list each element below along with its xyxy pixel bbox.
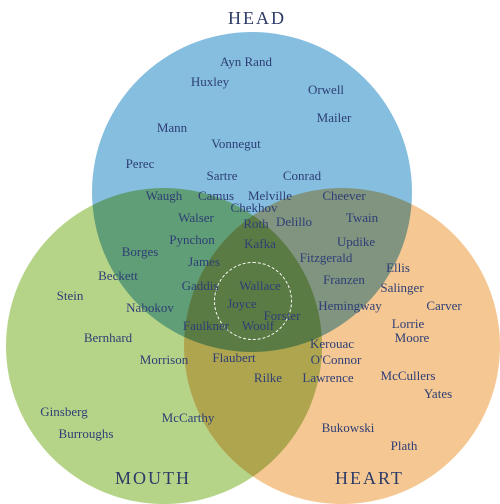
- author-label: O'Connor: [311, 352, 362, 368]
- author-label: Cheever: [322, 188, 365, 204]
- author-label: Sartre: [206, 168, 237, 184]
- author-label: Fitzgerald: [300, 250, 353, 266]
- author-label: Vonnegut: [211, 136, 261, 152]
- author-label: Bukowski: [322, 420, 375, 436]
- author-label: Huxley: [191, 74, 229, 90]
- author-label: James: [188, 254, 220, 270]
- author-label: Kerouac: [310, 336, 354, 352]
- author-label: Pynchon: [169, 232, 215, 248]
- author-label: Salinger: [380, 280, 423, 296]
- author-label: Plath: [391, 438, 418, 454]
- section-label-head: HEAD: [228, 8, 286, 29]
- author-label: Camus: [198, 188, 234, 204]
- author-label: McCullers: [381, 368, 436, 384]
- author-label: Carver: [426, 298, 461, 314]
- author-label: Walser: [178, 210, 214, 226]
- author-label: Bernhard: [84, 330, 132, 346]
- author-label: Ellis: [386, 260, 410, 276]
- author-label: Delillo: [276, 214, 312, 230]
- author-label: Kafka: [244, 236, 276, 252]
- venn-diagram: HEAD MOUTH HEART Ayn Rand Huxley Orwell Mailer…: [0, 0, 500, 500]
- section-label-heart: HEART: [335, 468, 404, 489]
- author-label: Orwell: [308, 82, 344, 98]
- author-label: Beckett: [98, 268, 138, 284]
- author-label: Twain: [346, 210, 378, 226]
- author-label: Hemingway: [318, 298, 382, 314]
- author-label: Nabokov: [126, 300, 174, 316]
- author-label: Perec: [126, 156, 155, 172]
- author-label: Conrad: [283, 168, 321, 184]
- author-label: Borges: [122, 244, 159, 260]
- author-label: Woolf: [242, 318, 274, 334]
- author-label: Gaddis: [182, 278, 219, 294]
- section-label-mouth: MOUTH: [115, 468, 191, 489]
- author-label: Waugh: [146, 188, 183, 204]
- author-label: Mann: [157, 120, 187, 136]
- author-label: Mailer: [317, 110, 352, 126]
- author-label: Burroughs: [59, 426, 114, 442]
- author-label: Flaubert: [212, 350, 255, 366]
- author-label: Rilke: [254, 370, 282, 386]
- author-label: Moore: [395, 330, 430, 346]
- author-label: Roth: [243, 216, 268, 232]
- author-label: Stein: [57, 288, 84, 304]
- author-label: McCarthy: [162, 410, 215, 426]
- author-label: Updike: [337, 234, 375, 250]
- author-label: Morrison: [140, 352, 188, 368]
- author-label: Lawrence: [302, 370, 353, 386]
- author-label: Ginsberg: [40, 404, 87, 420]
- author-label: Yates: [424, 386, 452, 402]
- author-label: Faulkner: [183, 318, 229, 334]
- author-label: Joyce: [227, 296, 257, 312]
- author-label: Chekhov: [231, 200, 278, 216]
- author-label: Franzen: [323, 272, 365, 288]
- author-label: Wallace: [239, 278, 281, 294]
- author-label: Ayn Rand: [220, 54, 272, 70]
